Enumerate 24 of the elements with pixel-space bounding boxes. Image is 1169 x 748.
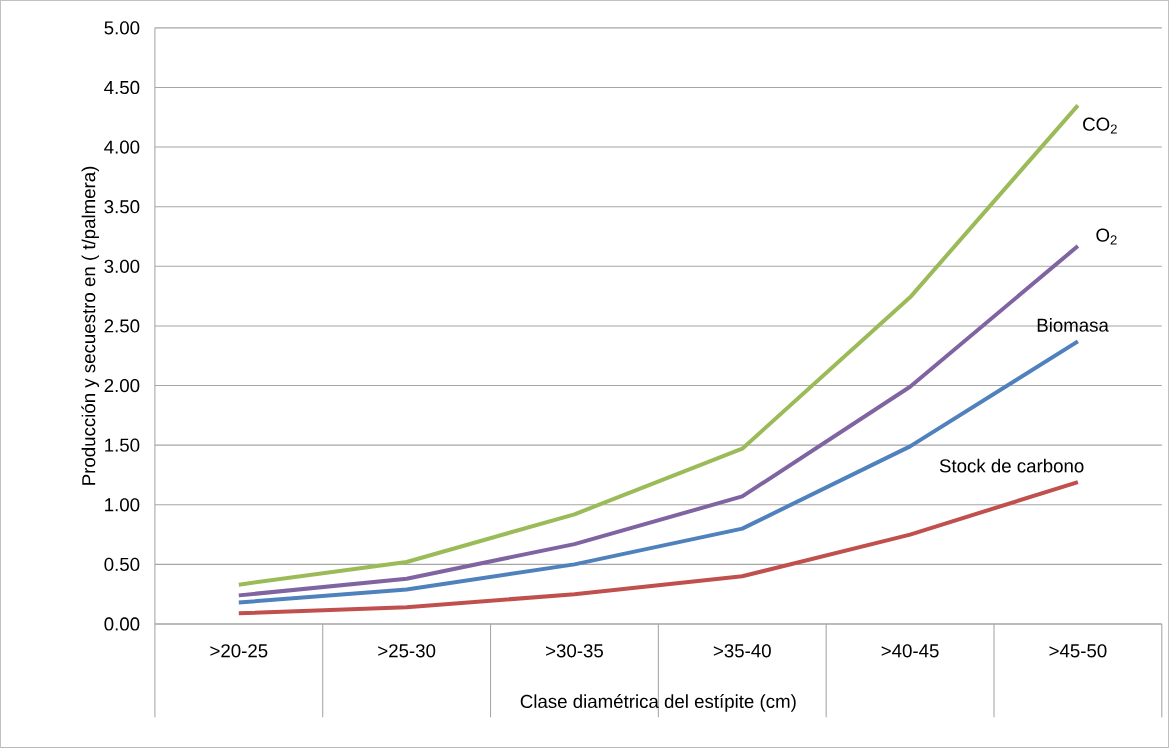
y-tick-label: 4.50 bbox=[104, 80, 140, 95]
series-label: O$_{2}$ bbox=[1096, 228, 1117, 245]
y-tick-label: 4.00 bbox=[104, 140, 140, 154]
x-axis-title: Clase diamétrica del estípite (cm) bbox=[520, 694, 796, 712]
y-tick-label: 0.00 bbox=[104, 617, 140, 631]
y-tick-label: 0.50 bbox=[104, 557, 140, 572]
x-tick-label: >35-40 bbox=[713, 644, 771, 658]
x-tick-label: >30-35 bbox=[546, 644, 603, 658]
y-tick-label: 2.00 bbox=[104, 378, 140, 393]
y-tick-label: 3.50 bbox=[104, 200, 140, 214]
series-label: Biomasa bbox=[1037, 318, 1109, 332]
y-tick-label: 1.50 bbox=[105, 438, 140, 452]
x-tick-label: >20-25 bbox=[210, 644, 268, 658]
series-label: CO$_{2}$ bbox=[1083, 117, 1117, 134]
y-tick-label: 3.00 bbox=[104, 259, 140, 273]
x-tick-label: >40-45 bbox=[881, 644, 939, 658]
x-tick-label: >45-50 bbox=[1049, 644, 1107, 658]
y-tick-label: 2.50 bbox=[104, 319, 140, 333]
x-tick-label: >25-30 bbox=[378, 644, 436, 658]
y-tick-label: 5.00 bbox=[104, 21, 140, 35]
series-label: Stock de carbono bbox=[939, 458, 1084, 473]
y-axis-title: Producción y secuestro en ( t/palmera) bbox=[81, 166, 99, 485]
y-tick-label: 1.00 bbox=[105, 498, 140, 512]
line-series bbox=[236, 480, 1080, 616]
